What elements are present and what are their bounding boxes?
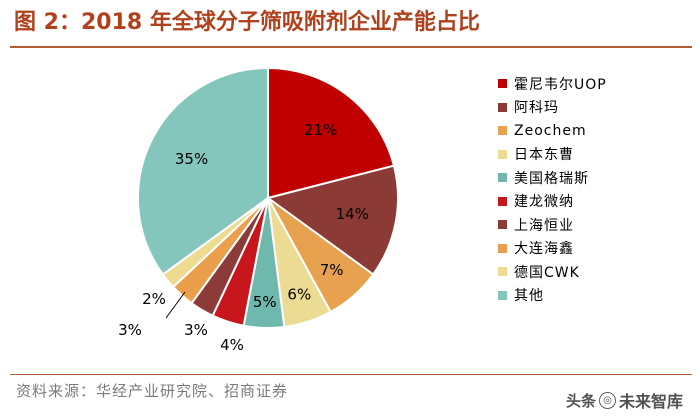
chart-legend: 霍尼韦尔UOP 阿科玛 Zeochem 日本东曹美国格瑞斯建龙微纳上海恒业大连海鑫德国…	[498, 72, 607, 307]
legend-label: 美国格瑞斯	[514, 170, 589, 187]
legend-swatch	[498, 290, 507, 300]
legend-swatch	[498, 149, 507, 159]
pie-chart: 21%14%7%6%5%4%3%3%2%35%	[118, 66, 399, 354]
watermark: 头条 ◎ 未来智库	[566, 388, 683, 412]
data-label-4: 6%	[287, 285, 311, 303]
legend-label: Zeochem	[514, 122, 587, 139]
legend-item-8: 大连海鑫	[498, 237, 607, 261]
legend-item-5: 美国格瑞斯	[498, 166, 607, 190]
legend-label: 阿科玛	[514, 100, 559, 117]
legend-swatch	[498, 243, 507, 253]
data-label-9: 2%	[142, 290, 166, 308]
chart-title: 图 2：2018 年全球分子筛吸附剂企业产能占比	[14, 10, 480, 35]
legend-swatch	[498, 126, 507, 136]
legend-swatch	[498, 196, 507, 206]
legend-label: 德国CWK	[514, 264, 580, 281]
source-note: 资料来源：华经产业研究院、招商证券	[16, 382, 289, 400]
pie-slice-10	[137, 66, 269, 276]
data-label-2: 14%	[336, 205, 369, 223]
legend-label: 建龙微纳	[514, 194, 574, 211]
watermark-logo-icon: ◎	[599, 391, 617, 409]
legend-label: 大连海鑫	[514, 241, 574, 258]
legend-label: 日本东曹	[514, 147, 574, 164]
legend-item-1: 霍尼韦尔UOP	[498, 72, 607, 96]
data-label-8: 3%	[118, 321, 142, 339]
data-label-3: 7%	[320, 261, 344, 279]
leader-line-8	[165, 291, 186, 319]
legend-label: 霍尼韦尔UOP	[514, 76, 607, 93]
watermark-name: 未来智库	[619, 392, 684, 411]
legend-item-4: 日本东曹	[498, 143, 607, 167]
legend-swatch	[498, 102, 507, 112]
legend-item-2: 阿科玛	[498, 96, 607, 120]
legend-item-3: Zeochem	[498, 119, 607, 143]
data-label-7: 3%	[184, 321, 208, 339]
pie-slice-2	[265, 164, 399, 276]
data-label-1: 21%	[304, 121, 337, 139]
pie-slice-1	[267, 66, 396, 200]
watermark-brand: 头条	[566, 391, 597, 410]
legend-swatch	[498, 173, 507, 183]
legend-swatch	[498, 79, 507, 89]
data-labels: 21%14%7%6%5%4%3%3%2%35%	[118, 121, 369, 354]
legend-item-9: 德国CWK	[498, 260, 607, 284]
data-label-5: 5%	[253, 293, 277, 311]
title-divider	[10, 46, 692, 48]
pie-slices	[137, 66, 399, 329]
data-label-6: 4%	[220, 336, 244, 354]
legend-label: 其他	[514, 288, 544, 305]
legend-item-10: 其他	[498, 284, 607, 308]
legend-swatch	[498, 267, 507, 277]
legend-label: 上海恒业	[514, 217, 574, 234]
source-divider	[10, 374, 692, 375]
legend-item-6: 建龙微纳	[498, 190, 607, 214]
leader-lines	[165, 291, 186, 319]
data-label-10: 35%	[175, 150, 208, 168]
legend-item-7: 上海恒业	[498, 213, 607, 237]
legend-swatch	[498, 220, 507, 230]
